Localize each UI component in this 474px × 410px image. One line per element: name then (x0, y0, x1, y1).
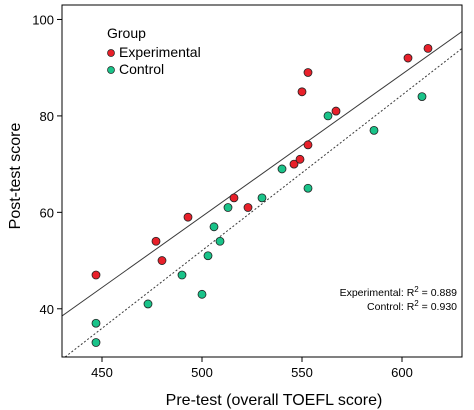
data-point-experimental (303, 68, 313, 77)
x-tick-label: 500 (191, 365, 213, 380)
data-point-experimental (403, 53, 413, 63)
data-point-experimental (243, 203, 253, 212)
x-tick-label: 600 (391, 365, 413, 380)
data-point-control (177, 270, 187, 280)
fit-line-experimental (62, 31, 462, 317)
y-axis-title: Post-test score (7, 123, 24, 230)
data-point-control (223, 203, 233, 212)
data-point-control (91, 338, 101, 347)
data-point-control (215, 236, 225, 246)
x-tick-label: 450 (91, 365, 113, 380)
data-point-control (277, 164, 287, 174)
data-point-experimental (423, 43, 433, 53)
fit-line-control (64, 48, 462, 357)
data-point-experimental (289, 159, 299, 169)
x-axis-title: Pre-test (overall TOEFL score) (166, 392, 383, 409)
data-point-control (303, 183, 313, 193)
data-point-experimental (151, 236, 161, 246)
y-tick-label: 100 (32, 12, 54, 27)
data-point-experimental (91, 270, 101, 280)
r-squared-annotation: Control: R2 = 0.930 (367, 299, 457, 313)
r-squared-annotation: Experimental: R2 = 0.889 (340, 285, 458, 299)
legend-title: Group (107, 25, 146, 41)
y-tick-label: 80 (40, 109, 54, 124)
data-point-experimental (183, 212, 193, 222)
legend-marker-control (107, 66, 115, 74)
data-point-control (323, 111, 333, 121)
data-point-control (203, 251, 213, 261)
x-tick-label: 550 (291, 365, 313, 380)
data-point-control (91, 318, 101, 328)
data-point-control (209, 222, 219, 232)
data-point-control (197, 289, 207, 299)
legend-label-control: Control (119, 61, 164, 77)
data-point-control (257, 193, 267, 203)
legend-marker-experimental (107, 49, 115, 57)
data-point-experimental (303, 140, 313, 150)
data-point-experimental (295, 154, 305, 164)
data-point-control (417, 92, 427, 102)
data-point-control (143, 299, 153, 309)
data-point-experimental (297, 87, 307, 97)
data-point-control (369, 125, 379, 135)
y-tick-label: 60 (40, 205, 54, 220)
legend-label-experimental: Experimental (119, 44, 201, 60)
plot-frame (61, 4, 463, 358)
y-tick-label: 40 (40, 302, 54, 317)
data-point-experimental (229, 193, 239, 203)
data-point-experimental (157, 256, 167, 265)
data-point-experimental (331, 106, 341, 116)
